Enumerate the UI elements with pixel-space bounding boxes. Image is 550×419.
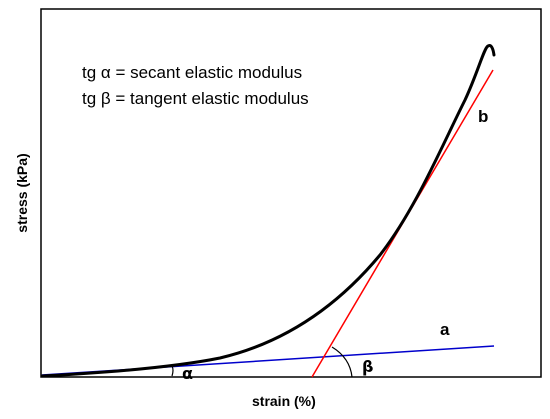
x-axis-title: strain (%) (252, 393, 316, 409)
angle-label-alpha: α (182, 364, 193, 383)
legend-secant-modulus: tg α = secant elastic modulus (82, 63, 303, 82)
angle-arc-beta (331, 346, 353, 378)
plot-frame (40, 8, 542, 378)
stress-strain-curve (40, 44, 496, 378)
angle-arc-alpha (171, 365, 174, 377)
y-axis-title: stress (kPa) (14, 153, 30, 233)
line-label-a: a (440, 320, 450, 339)
angle-label-beta: β (362, 357, 374, 376)
legend-tangent-modulus: tg β = tangent elastic modulus (82, 89, 309, 108)
line-label-b: b (478, 107, 489, 126)
